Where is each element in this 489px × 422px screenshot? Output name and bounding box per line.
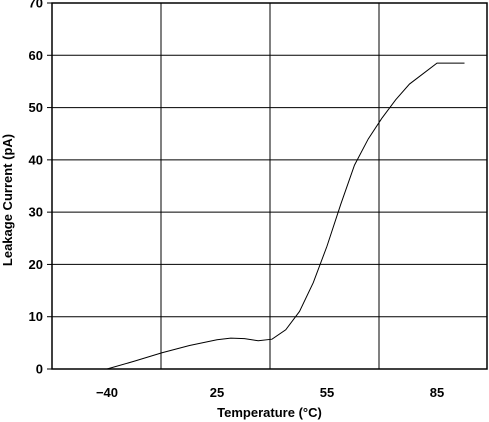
y-axis-label: Leakage Current (pA) xyxy=(0,134,15,266)
series-line-0 xyxy=(106,62,465,370)
x-tick-label: −40 xyxy=(96,385,118,400)
y-tick-label: 40 xyxy=(29,152,43,167)
x-tick-label: 55 xyxy=(320,385,334,400)
x-tick-label: 85 xyxy=(430,385,444,400)
y-tick-label: 10 xyxy=(29,309,43,324)
y-tick-label: 30 xyxy=(29,205,43,220)
y-tick-label: 70 xyxy=(29,0,43,11)
y-tick-label: 60 xyxy=(29,48,43,63)
grid-lines xyxy=(52,3,487,369)
plot-border xyxy=(51,2,488,370)
y-tick-label: 20 xyxy=(29,257,43,272)
y-tick-label: 0 xyxy=(36,362,43,377)
y-tick-labels: 0 10 20 30 40 50 60 70 xyxy=(29,0,52,377)
y-tick-label: 50 xyxy=(29,100,43,115)
x-tick-labels: −40 25 55 85 xyxy=(96,385,444,400)
series-layer xyxy=(106,62,465,370)
x-axis-label: Temperature (°C) xyxy=(217,405,322,420)
x-tick-label: 25 xyxy=(210,385,224,400)
plot-frame xyxy=(51,2,488,370)
